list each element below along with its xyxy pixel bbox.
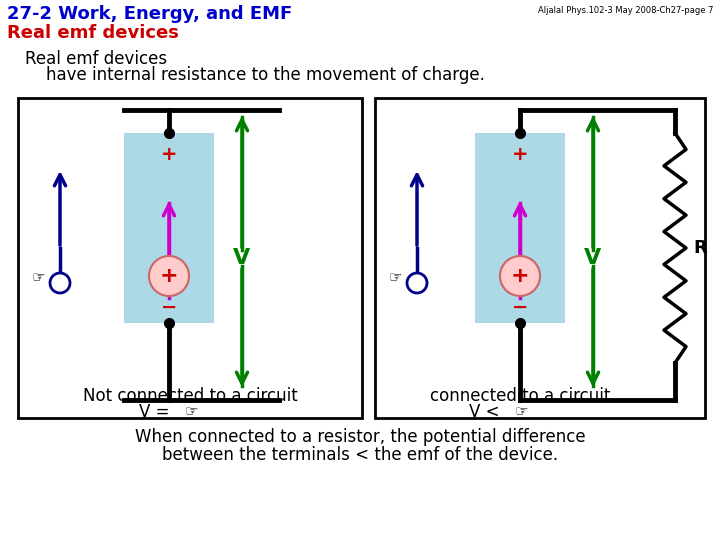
Text: +: +: [512, 145, 528, 165]
Text: V: V: [585, 248, 602, 268]
Text: ☞: ☞: [185, 404, 199, 420]
Text: ☞: ☞: [31, 271, 45, 286]
Text: V: V: [233, 248, 251, 268]
Bar: [124, 133, 214, 323]
Text: V =: V =: [139, 403, 175, 421]
Circle shape: [407, 273, 427, 293]
Text: Not connected to a circuit: Not connected to a circuit: [83, 387, 297, 405]
Text: Aljalal Phys.102-3 May 2008-Ch27-page 7: Aljalal Phys.102-3 May 2008-Ch27-page 7: [538, 6, 713, 15]
Circle shape: [500, 256, 540, 296]
Text: have internal resistance to the movement of charge.: have internal resistance to the movement…: [25, 66, 485, 84]
Text: Real emf devices: Real emf devices: [25, 50, 167, 68]
Bar: [375, 98, 705, 418]
Circle shape: [149, 256, 189, 296]
Text: +: +: [160, 266, 179, 286]
Circle shape: [50, 273, 70, 293]
Text: V <: V <: [469, 403, 505, 421]
Text: connected to a circuit: connected to a circuit: [430, 387, 610, 405]
Text: −: −: [161, 298, 177, 316]
Text: −: −: [512, 298, 528, 316]
Bar: [475, 133, 565, 323]
Text: between the terminals < the emf of the device.: between the terminals < the emf of the d…: [162, 446, 558, 464]
Text: +: +: [161, 145, 177, 165]
Text: +: +: [510, 266, 529, 286]
Text: ☞: ☞: [388, 271, 402, 286]
Text: ☞: ☞: [515, 404, 528, 420]
Text: Real emf devices: Real emf devices: [7, 24, 179, 42]
Text: 27-2 Work, Energy, and EMF: 27-2 Work, Energy, and EMF: [7, 5, 292, 23]
Text: R: R: [693, 239, 707, 257]
Text: When connected to a resistor, the potential difference: When connected to a resistor, the potent…: [135, 428, 585, 446]
Bar: [18, 98, 362, 418]
